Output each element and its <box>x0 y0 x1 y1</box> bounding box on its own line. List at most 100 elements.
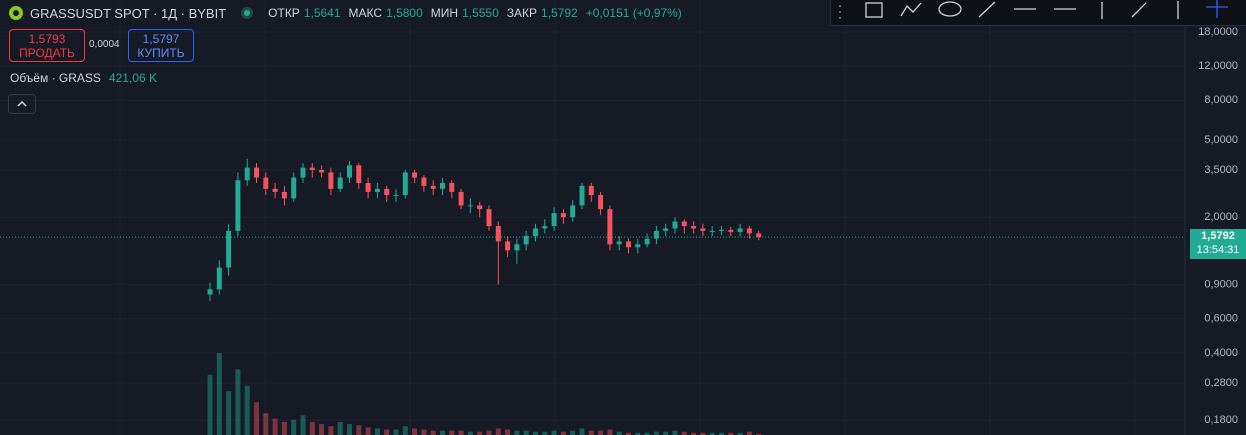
volume-bar <box>244 385 250 435</box>
volume-bar <box>560 431 566 435</box>
candle-body <box>672 221 678 229</box>
candle-body <box>728 229 734 232</box>
candle-body <box>607 209 613 245</box>
last-price: 1,5792 <box>1201 230 1235 243</box>
last-price-tag: 1,5792 13:54:31 <box>1190 229 1246 260</box>
tool-trend[interactable] <box>978 1 996 18</box>
countdown: 13:54:31 <box>1196 244 1240 257</box>
candle-body <box>486 209 492 227</box>
tool-grip[interactable] <box>839 5 841 19</box>
symbol[interactable]: GRASSUSDT SPOT · 1Д · BYBIT <box>30 5 227 21</box>
candle-body <box>746 228 752 234</box>
sell-price: 1,5793 <box>28 31 66 46</box>
candle-body <box>319 170 325 173</box>
volume-bar <box>477 431 483 435</box>
candle-body <box>449 183 455 192</box>
volume-bar <box>635 432 641 435</box>
volume-bar <box>588 430 594 435</box>
close-label: ЗАКР <box>506 6 538 20</box>
buy-label: КУПИТЬ <box>137 45 185 60</box>
candle-body <box>560 213 566 218</box>
volume-bar <box>319 424 325 435</box>
candle-body <box>458 191 464 206</box>
y-tick-label: 0,4000 <box>1204 347 1238 359</box>
volume-bar <box>263 413 269 435</box>
candle-body <box>653 230 659 239</box>
candle-body <box>226 230 232 268</box>
volume-bar <box>579 428 585 435</box>
y-tick-label: 3,5000 <box>1204 164 1238 176</box>
volume-bar <box>430 430 436 435</box>
collapse-button[interactable] <box>8 94 36 114</box>
volume-bar <box>691 432 697 435</box>
candle-body <box>533 228 538 237</box>
candle-body <box>272 188 278 192</box>
y-tick-label: 5,0000 <box>1204 134 1238 146</box>
tool-ellipse[interactable] <box>938 1 962 17</box>
candle-body <box>263 177 269 189</box>
change: +0,0151 (+0,97%) <box>585 6 682 20</box>
candle-body <box>700 228 706 231</box>
volume-bar <box>440 430 445 435</box>
volume-bar <box>514 430 520 435</box>
candle-body <box>235 180 241 231</box>
candle-body <box>384 188 390 196</box>
y-tick-label: 0,6000 <box>1204 313 1238 325</box>
volume-bar <box>291 419 297 435</box>
candle-body <box>440 183 445 189</box>
candle-body <box>244 167 250 181</box>
volume-bar <box>235 369 241 435</box>
volume-bar <box>737 432 743 435</box>
candle-body <box>356 165 362 184</box>
volume-bar <box>626 432 631 435</box>
volume-bar <box>300 415 306 435</box>
candle-body <box>570 205 576 218</box>
volume-bar <box>728 432 734 435</box>
low-label: МИН <box>430 6 459 20</box>
low-value: 1,5550 <box>462 6 499 20</box>
candle-body <box>681 221 687 227</box>
tool-rect[interactable] <box>865 2 883 18</box>
candle-body <box>291 177 297 199</box>
volume-bar <box>700 432 706 435</box>
tool-path[interactable] <box>900 2 922 17</box>
candle-body <box>216 267 222 290</box>
volume-bar <box>533 431 538 435</box>
candle-body <box>644 238 650 245</box>
volume-bar <box>542 431 548 435</box>
y-tick-label: 0,9000 <box>1204 278 1238 290</box>
sell-button[interactable]: 1,5793 ПРОДАТЬ <box>9 29 85 62</box>
volume-bar <box>254 402 259 435</box>
y-tick-label: 0,1800 <box>1204 414 1238 426</box>
collapse-icon <box>17 100 27 107</box>
open-label: ОТКР <box>268 6 300 20</box>
y-tick-label: 18,0000 <box>1198 26 1238 38</box>
volume-bar <box>756 433 762 435</box>
candle-body <box>542 226 548 229</box>
candle-body <box>328 172 334 189</box>
volume-bar <box>746 431 752 435</box>
tool-ray[interactable] <box>1131 2 1147 18</box>
volume-bar <box>226 391 232 435</box>
volume-bar <box>337 421 343 435</box>
y-tick-label: 0,2800 <box>1204 377 1238 389</box>
volume-bar <box>458 430 464 435</box>
volume-bar <box>663 431 669 435</box>
candle-body <box>393 195 399 197</box>
buy-button[interactable]: 1,5797 КУПИТЬ <box>128 29 194 62</box>
candle-body <box>430 185 436 189</box>
volume-bar <box>486 430 492 435</box>
candle-body <box>616 241 622 245</box>
volume-bar <box>644 432 650 435</box>
candle-body <box>281 191 287 199</box>
volume-bar <box>412 428 418 435</box>
candle-body <box>337 177 343 189</box>
candle-body <box>691 226 697 229</box>
volume-bar <box>495 428 501 435</box>
candle-body <box>300 167 306 178</box>
drawing-toolbar <box>830 0 1246 26</box>
close-value: 1,5792 <box>541 6 578 20</box>
volume-bar <box>467 431 473 435</box>
